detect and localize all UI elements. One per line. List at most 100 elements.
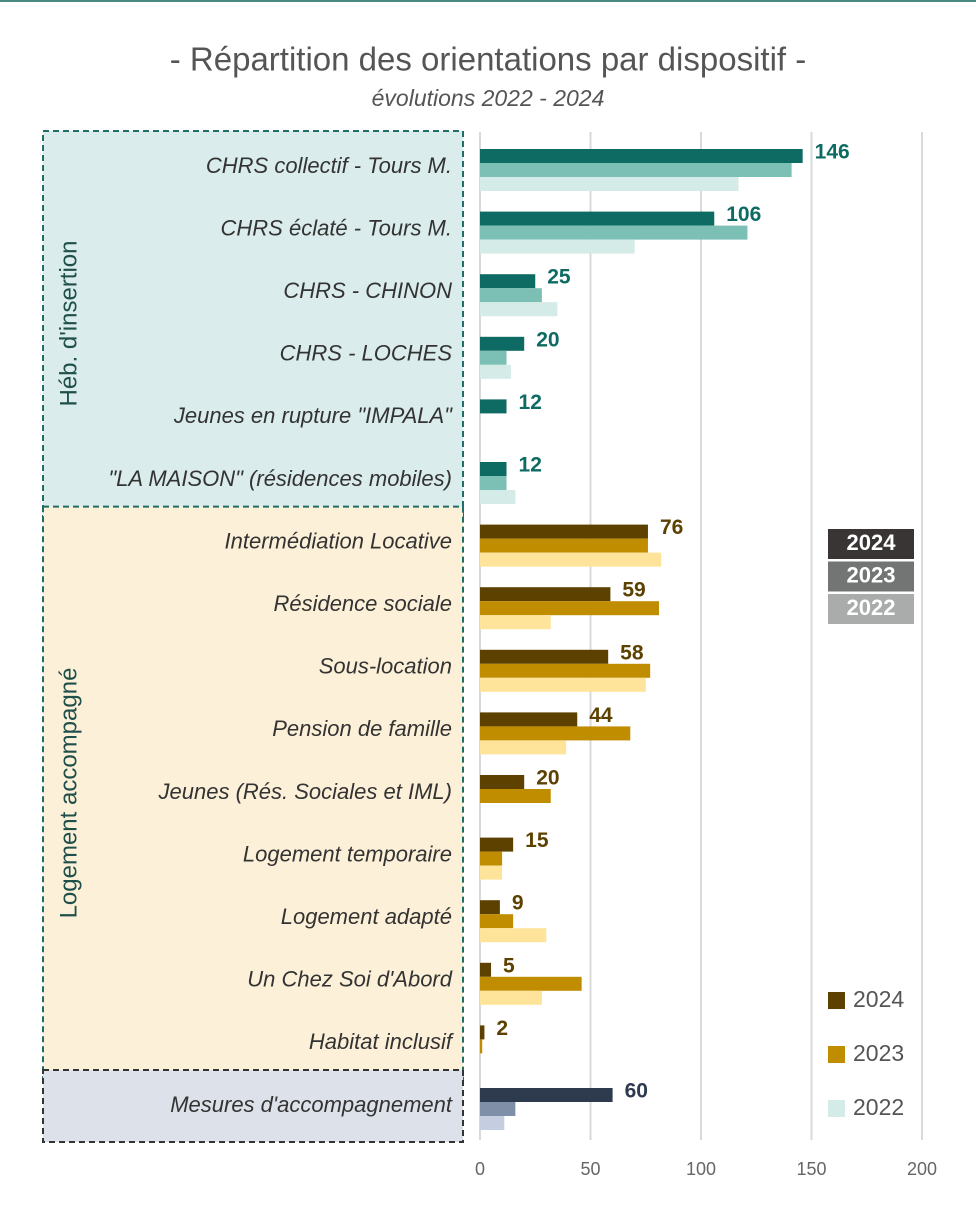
bar [480,601,660,616]
x-tick-label: 150 [796,1159,826,1179]
data-label: 5 [503,954,515,977]
bar [480,1088,613,1102]
y-tick-label: "LA MAISON" (résidences mobiles) [108,466,452,491]
bar [480,239,635,254]
bar [480,462,507,476]
bar [480,364,511,379]
data-label: 2 [496,1017,508,1040]
legend-swatch [828,1046,845,1063]
data-label: 106 [726,203,761,226]
bar [480,211,715,226]
data-label: 59 [622,579,645,602]
legend-label: 2022 [853,1094,904,1120]
bar [480,490,516,504]
chart-title: - Répartition des orientations par dispo… [170,41,806,78]
y-tick-label: Jeunes en rupture "IMPALA" [173,403,453,428]
legend-label: 2024 [853,986,904,1012]
bar [480,837,514,852]
legend-label: 2023 [847,562,896,587]
bar [480,274,536,289]
bar [480,962,492,977]
legend-label: 2023 [853,1040,904,1066]
data-label: 12 [519,454,542,477]
bar [480,177,739,191]
y-tick-label: Intermédiation Locative [225,528,452,553]
y-tick-label: Logement adapté [281,904,452,929]
y-tick-label: Mesures d'accompagnement [170,1092,453,1117]
data-label: 20 [536,767,559,790]
bar [480,399,507,414]
y-tick-label: Sous-location [319,654,452,679]
group-label: Héb. d'insertion [55,240,82,406]
bar [480,677,646,692]
bar [480,712,578,727]
bar [480,225,748,240]
bar [480,900,500,915]
data-label: 9 [512,892,524,915]
bar [480,851,503,866]
bar [480,615,551,630]
data-label: 60 [625,1080,648,1103]
legend-box [828,561,914,592]
y-tick-label: CHRS collectif - Tours M. [206,153,452,178]
bar [480,524,648,539]
bar [480,726,631,741]
x-tick-label: 100 [686,1159,716,1179]
bar [480,587,611,602]
y-tick-label: Un Chez Soi d'Abord [247,967,453,992]
x-tick-label: 200 [907,1159,937,1179]
bar [480,163,792,177]
bar [480,865,503,880]
legend-label: 2022 [847,595,896,620]
bar [480,1102,516,1116]
data-label: 146 [815,141,850,164]
bar [480,350,507,365]
bar [480,1039,483,1054]
data-label: 76 [660,516,683,539]
group-box [42,1069,464,1143]
data-label: 12 [519,391,542,414]
bar [480,990,542,1005]
chart-subtitle: évolutions 2022 - 2024 [372,85,605,111]
data-label: 20 [536,328,559,351]
y-tick-label: Résidence sociale [273,591,452,616]
legend-box [828,594,914,624]
legend-swatch [828,992,845,1009]
legend-swatch [828,1100,845,1117]
x-tick-label: 50 [580,1159,600,1179]
bar [480,476,507,490]
data-label: 25 [547,266,571,289]
y-tick-label: Habitat inclusif [309,1029,455,1054]
group-box [42,505,464,1081]
bar [480,649,609,664]
bar [480,302,558,317]
bar [480,288,542,303]
top-border [0,0,976,2]
bar [480,552,662,567]
x-tick-label: 0 [475,1159,485,1179]
bar [480,976,582,991]
data-label: 58 [620,641,644,664]
bar [480,775,525,789]
bar [480,1025,485,1040]
y-tick-label: CHRS - CHINON [283,278,452,303]
legend-box [828,529,914,559]
bar [480,928,547,943]
y-tick-label: CHRS éclaté - Tours M. [221,215,452,240]
group-label: Logement accompagné [55,668,82,919]
group-box [42,130,464,517]
bar [480,149,803,163]
y-tick-label: Pension de famille [272,716,452,741]
bar [480,663,651,678]
legend-label: 2024 [847,530,897,555]
y-tick-label: CHRS - LOCHES [280,341,453,366]
bar [480,789,551,803]
bar [480,538,648,553]
data-label: 44 [589,704,613,727]
y-tick-label: Jeunes (Rés. Sociales et IML) [158,779,452,804]
y-tick-label: Logement temporaire [243,841,452,866]
data-label: 15 [525,829,549,852]
bar [480,336,525,351]
bar [480,914,514,929]
